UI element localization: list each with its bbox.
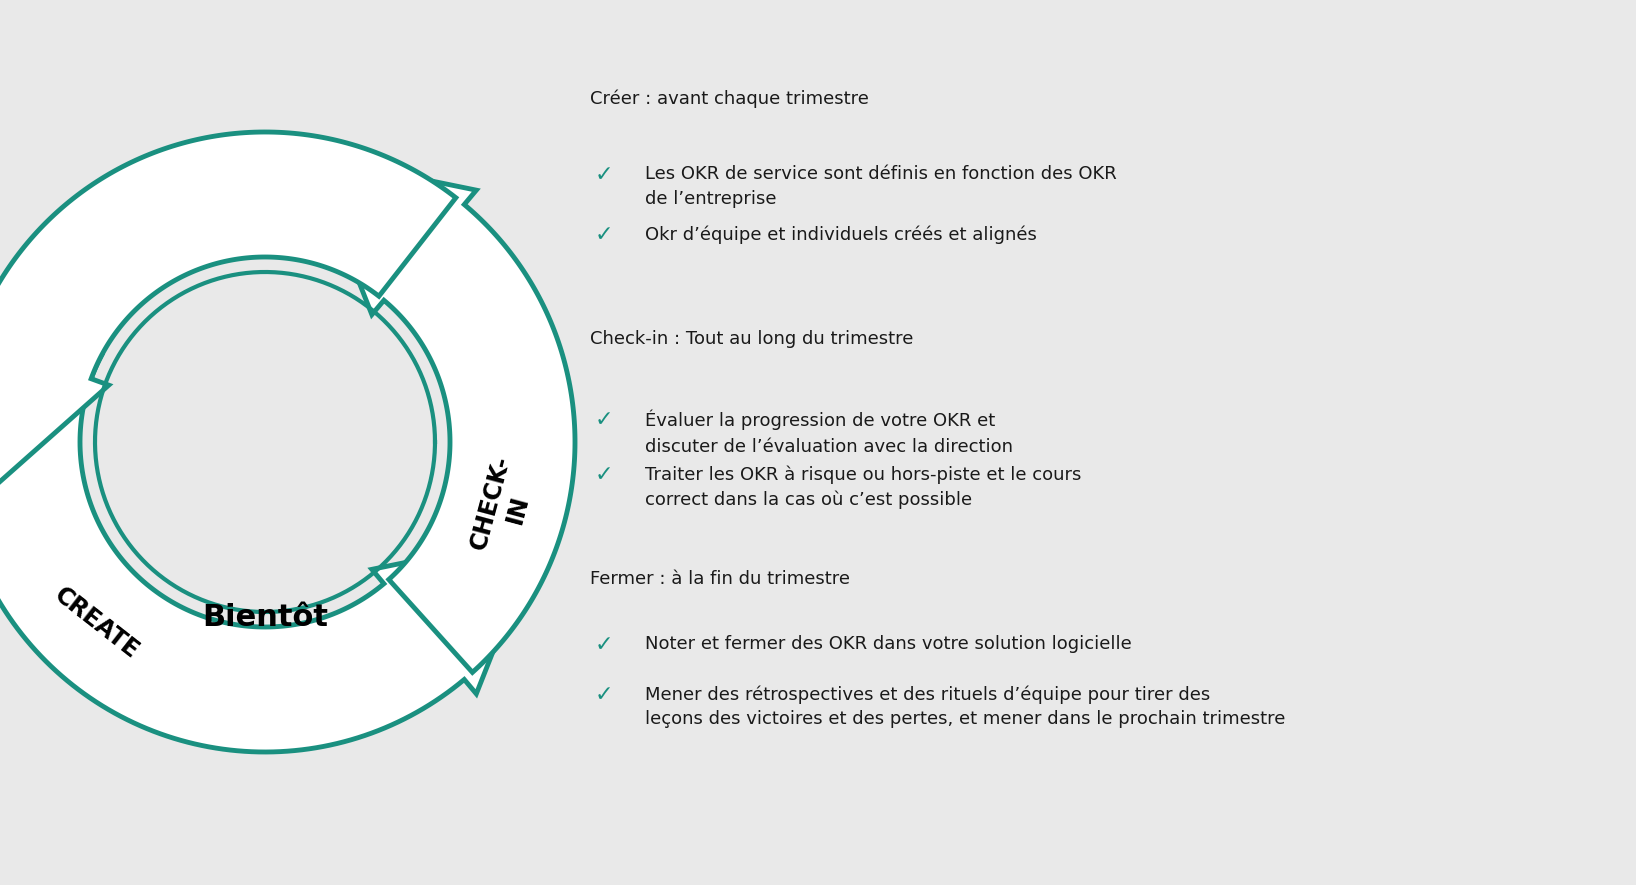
Text: Bientôt: Bientôt: [201, 603, 327, 632]
Text: Traiter les OKR à risque ou hors-piste et le cours
correct dans la cas où c’est : Traiter les OKR à risque ou hors-piste e…: [645, 465, 1081, 509]
Text: Noter et fermer des OKR dans votre solution logicielle: Noter et fermer des OKR dans votre solut…: [645, 635, 1132, 653]
Text: Fermer : à la fin du trimestre: Fermer : à la fin du trimestre: [591, 570, 851, 588]
Text: ✓: ✓: [596, 165, 614, 185]
Polygon shape: [0, 296, 538, 752]
Polygon shape: [0, 132, 456, 498]
Text: Créer : avant chaque trimestre: Créer : avant chaque trimestre: [591, 90, 869, 109]
Text: Évaluer la progression de votre OKR et
discuter de l’évaluation avec la directio: Évaluer la progression de votre OKR et d…: [645, 410, 1013, 456]
Text: ✓: ✓: [596, 465, 614, 485]
Text: ✓: ✓: [596, 410, 614, 430]
Text: Mener des rétrospectives et des rituels d’équipe pour tirer des
leçons des victo: Mener des rétrospectives et des rituels …: [645, 685, 1286, 728]
Text: ✓: ✓: [596, 685, 614, 705]
Polygon shape: [309, 156, 574, 673]
Text: CREATE: CREATE: [49, 582, 142, 663]
Text: ✓: ✓: [596, 225, 614, 245]
Text: CHECK-
IN: CHECK- IN: [466, 453, 542, 559]
Text: Les OKR de service sont définis en fonction des OKR
de l’entreprise: Les OKR de service sont définis en fonct…: [645, 165, 1117, 208]
Text: ✓: ✓: [596, 635, 614, 655]
Text: Okr d’équipe et individuels créés et alignés: Okr d’équipe et individuels créés et ali…: [645, 225, 1037, 243]
Text: Check-in : Tout au long du trimestre: Check-in : Tout au long du trimestre: [591, 330, 913, 348]
